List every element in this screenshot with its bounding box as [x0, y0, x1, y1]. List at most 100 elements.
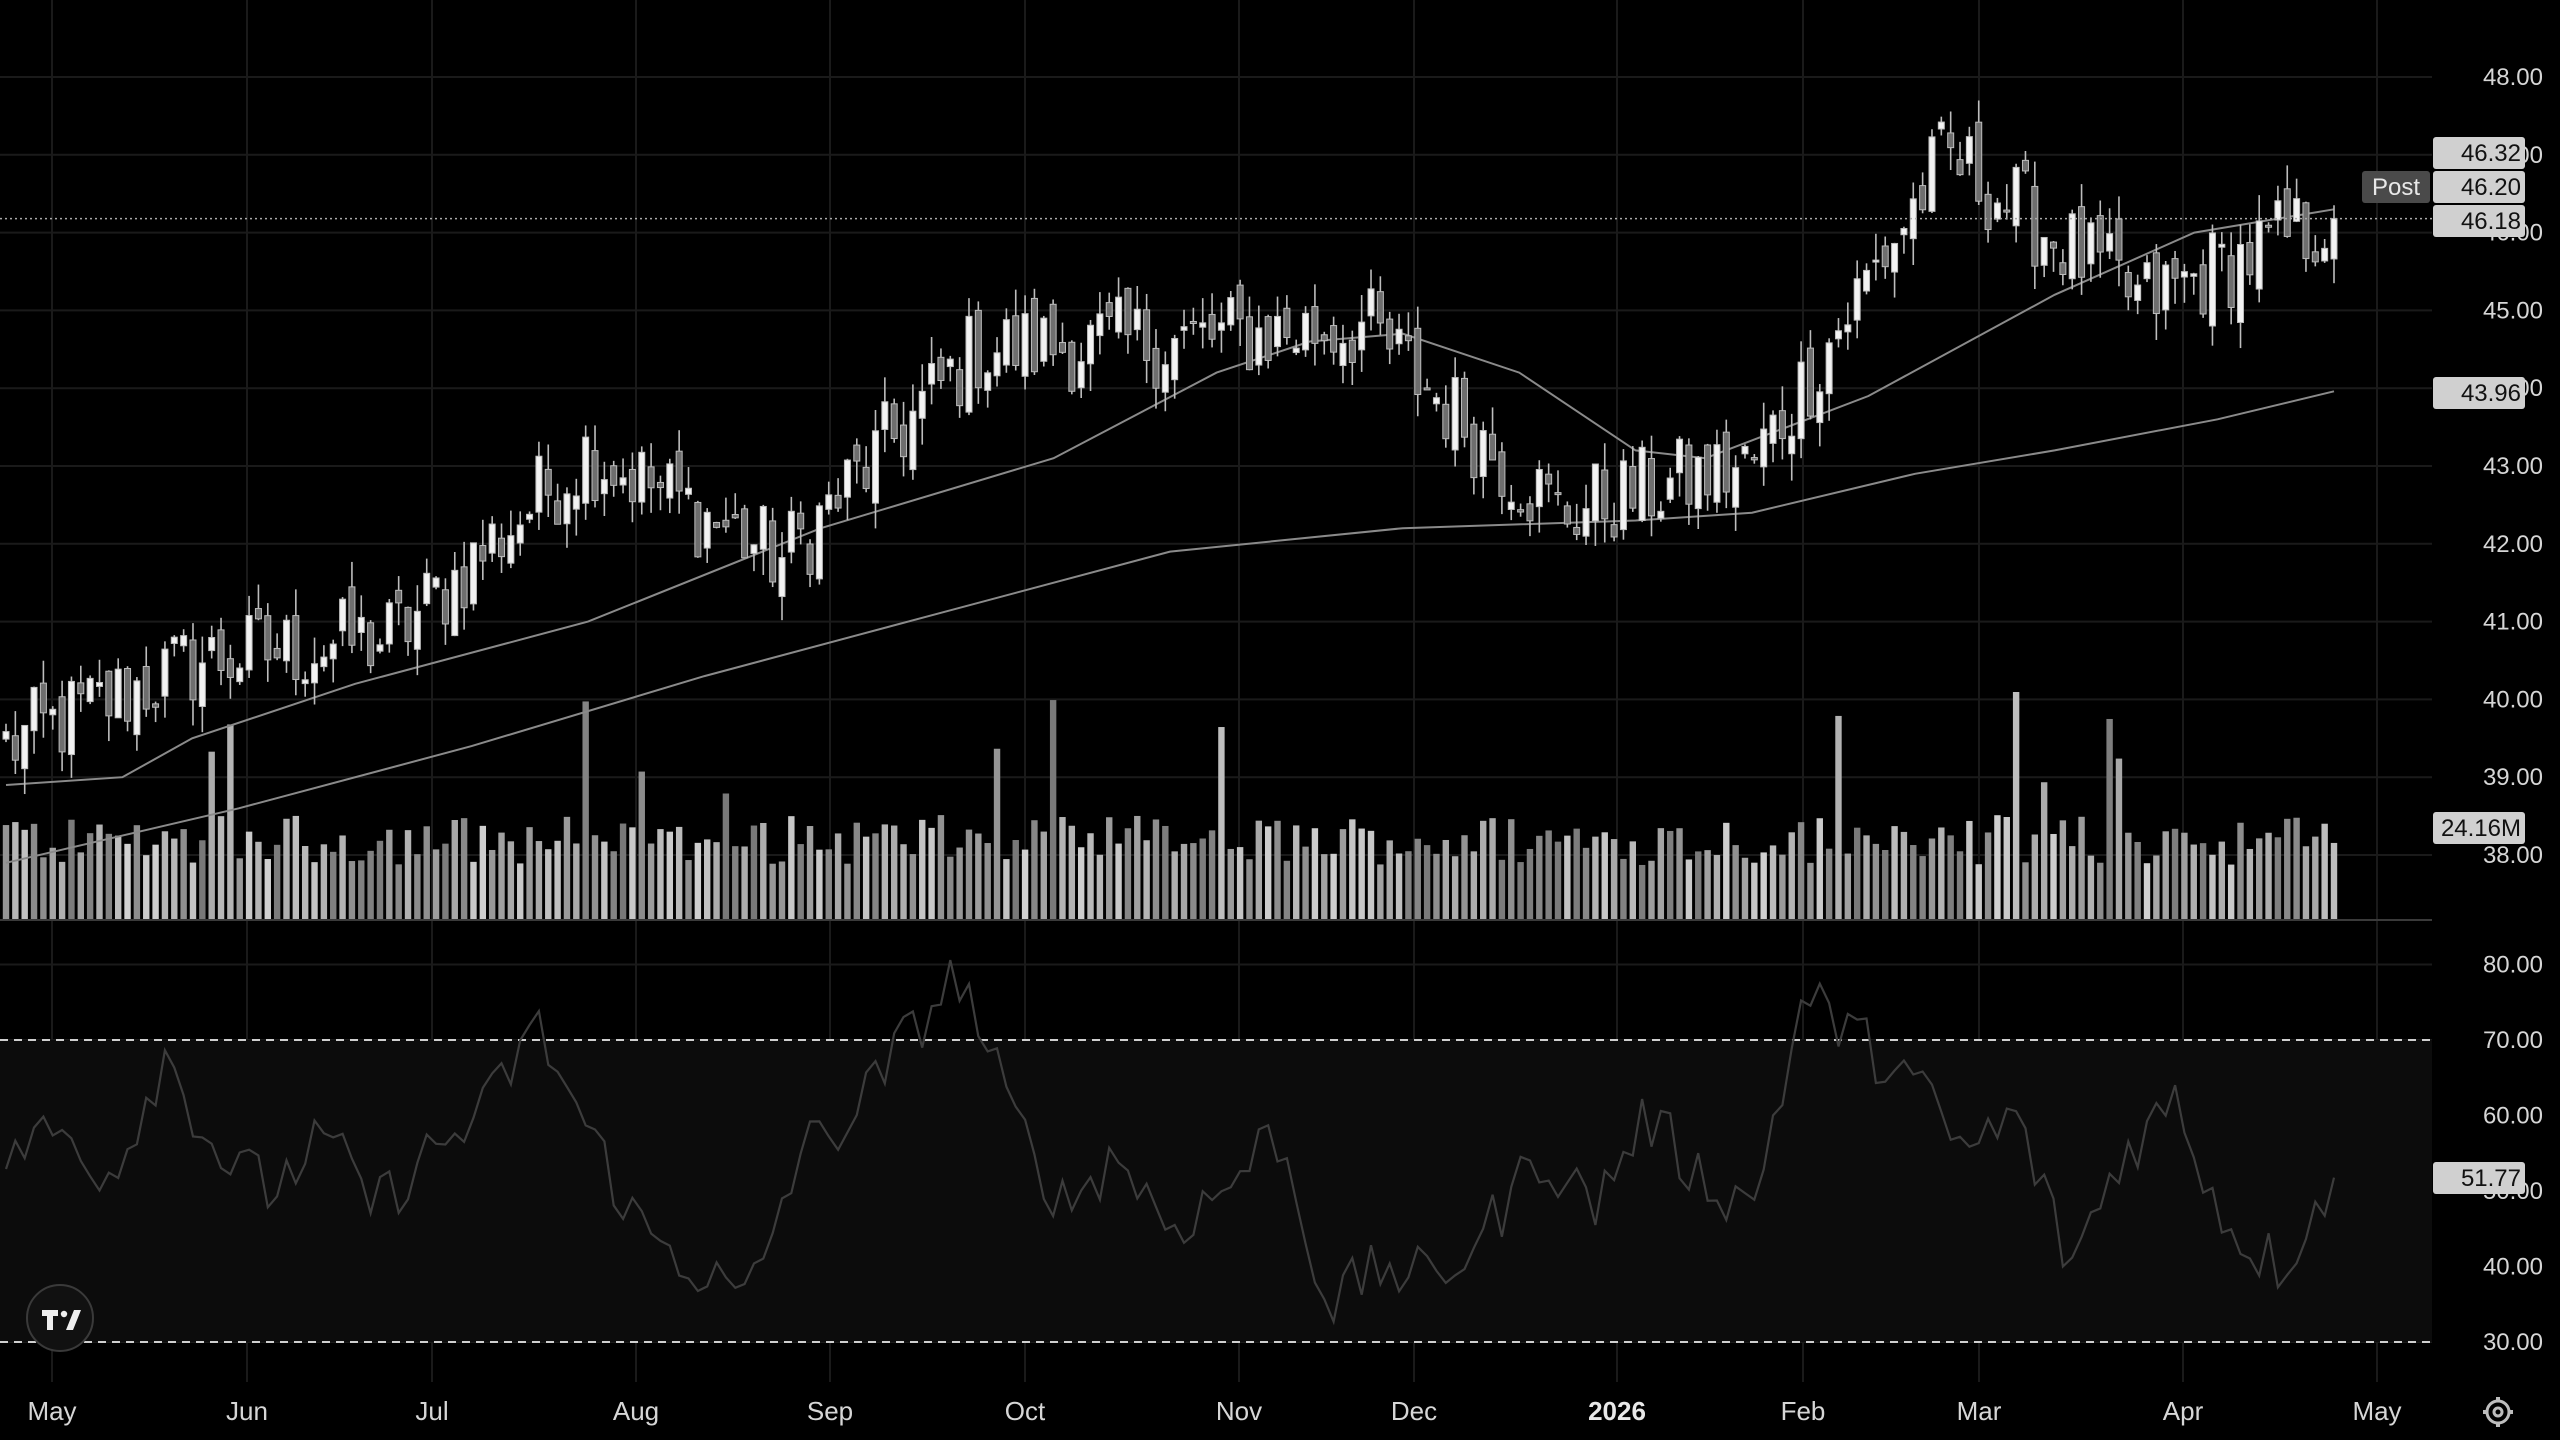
candle-body	[329, 643, 337, 660]
candle-body	[1161, 364, 1169, 393]
volume-bar	[49, 847, 56, 920]
volume-bar	[1190, 843, 1197, 920]
candle-body	[769, 520, 777, 583]
price-tick-label: 38.00	[2483, 842, 2543, 869]
volume-bar	[358, 860, 365, 920]
volume-bar	[778, 861, 786, 920]
candle-body	[2, 731, 10, 740]
volume-bar	[96, 824, 103, 920]
volume-bar	[2153, 855, 2160, 920]
volume-bar	[1554, 841, 1562, 920]
time-tick-label: Aug	[613, 1396, 659, 1426]
volume-bar	[1358, 828, 1365, 920]
candle-body	[1105, 302, 1113, 317]
volume-bar	[2321, 823, 2328, 920]
candle-body	[226, 658, 234, 678]
volume-bar	[1788, 832, 1795, 920]
candle-body	[1788, 435, 1796, 455]
volume-bars	[2, 692, 2338, 920]
volume-bar	[1835, 715, 1842, 920]
volume-bar	[1218, 727, 1225, 920]
volume-bar	[517, 863, 524, 920]
volume-bar	[582, 701, 589, 920]
candle-body	[1582, 508, 1590, 537]
volume-bar	[1124, 828, 1132, 920]
candle-body	[535, 455, 543, 513]
candle-body	[1002, 319, 1010, 366]
candle-body	[385, 602, 393, 645]
volume-bar	[666, 831, 674, 920]
candle-body	[834, 494, 842, 509]
candle-body	[1816, 391, 1824, 424]
candle-body	[2143, 262, 2151, 280]
candle-body	[67, 680, 75, 756]
candle-body	[1087, 324, 1095, 365]
candle-body	[731, 514, 739, 519]
candle-body	[1722, 431, 1730, 493]
candle-body	[469, 542, 477, 605]
volume-bar	[1096, 854, 1104, 920]
candle-body	[1143, 309, 1151, 361]
moving-average-lines	[5, 208, 2335, 864]
candle-body	[2227, 255, 2235, 308]
candle-body	[666, 463, 674, 499]
volume-bar	[1012, 840, 1019, 920]
candle-body	[2106, 233, 2114, 252]
candle-body	[694, 501, 702, 558]
volume-bar	[2190, 844, 2197, 920]
volume-bar	[1900, 831, 1908, 920]
volume-bar	[2143, 863, 2151, 920]
candle-body	[2115, 218, 2123, 261]
volume-bar	[1003, 859, 1010, 920]
candle-body	[2218, 243, 2226, 248]
volume-bar	[638, 771, 645, 920]
volume-bar	[2097, 862, 2104, 920]
candle-body	[2265, 224, 2273, 228]
candle-body	[170, 636, 178, 644]
volume-bar	[404, 830, 412, 920]
volume-bar	[432, 849, 440, 920]
tradingview-logo-icon[interactable]	[26, 1284, 94, 1352]
candle-body	[1432, 397, 1440, 405]
volume-bar	[273, 844, 281, 920]
volume-bar	[330, 851, 337, 920]
volume-bar	[1311, 828, 1319, 920]
volume-bar	[760, 822, 767, 920]
candle-body	[918, 390, 926, 419]
candle-body	[404, 606, 412, 643]
volume-bar	[722, 793, 730, 920]
candle-body	[1489, 433, 1497, 461]
volume-bar	[1582, 847, 1590, 920]
volume-bar	[2003, 817, 2010, 920]
candle-body	[984, 372, 992, 391]
candle-body	[1732, 467, 1740, 508]
volume-bar	[1461, 835, 1468, 920]
candle-body	[1806, 347, 1814, 417]
volume-bar	[1283, 860, 1291, 920]
candle-body	[292, 615, 300, 681]
candle-body	[881, 401, 889, 430]
volume-bar	[1031, 820, 1038, 920]
candle-body	[58, 696, 66, 753]
candle-body	[1526, 503, 1534, 522]
candle-body	[152, 703, 160, 708]
candle-body	[1217, 322, 1225, 331]
volume-bar	[1059, 817, 1066, 920]
volume-bar	[1451, 856, 1459, 920]
volume-bar	[1498, 859, 1506, 920]
candle-body	[217, 629, 225, 671]
candle-body	[2246, 242, 2254, 276]
volume-bar	[2181, 832, 2188, 920]
rsi-tick-label: 40.00	[2483, 1254, 2543, 1281]
candle-body	[974, 309, 982, 389]
candle-body	[806, 543, 814, 575]
candle-body	[357, 616, 365, 633]
time-axis[interactable]: May Jun Jul Aug Sep Oct Nov Dec 2026 Feb Mar Apr May	[27, 1396, 2401, 1426]
gear-icon[interactable]	[2478, 1392, 2518, 1432]
volume-bar	[1208, 830, 1216, 920]
candle-body	[1517, 509, 1525, 513]
candle-body	[797, 512, 805, 530]
volume-bar	[320, 844, 328, 920]
